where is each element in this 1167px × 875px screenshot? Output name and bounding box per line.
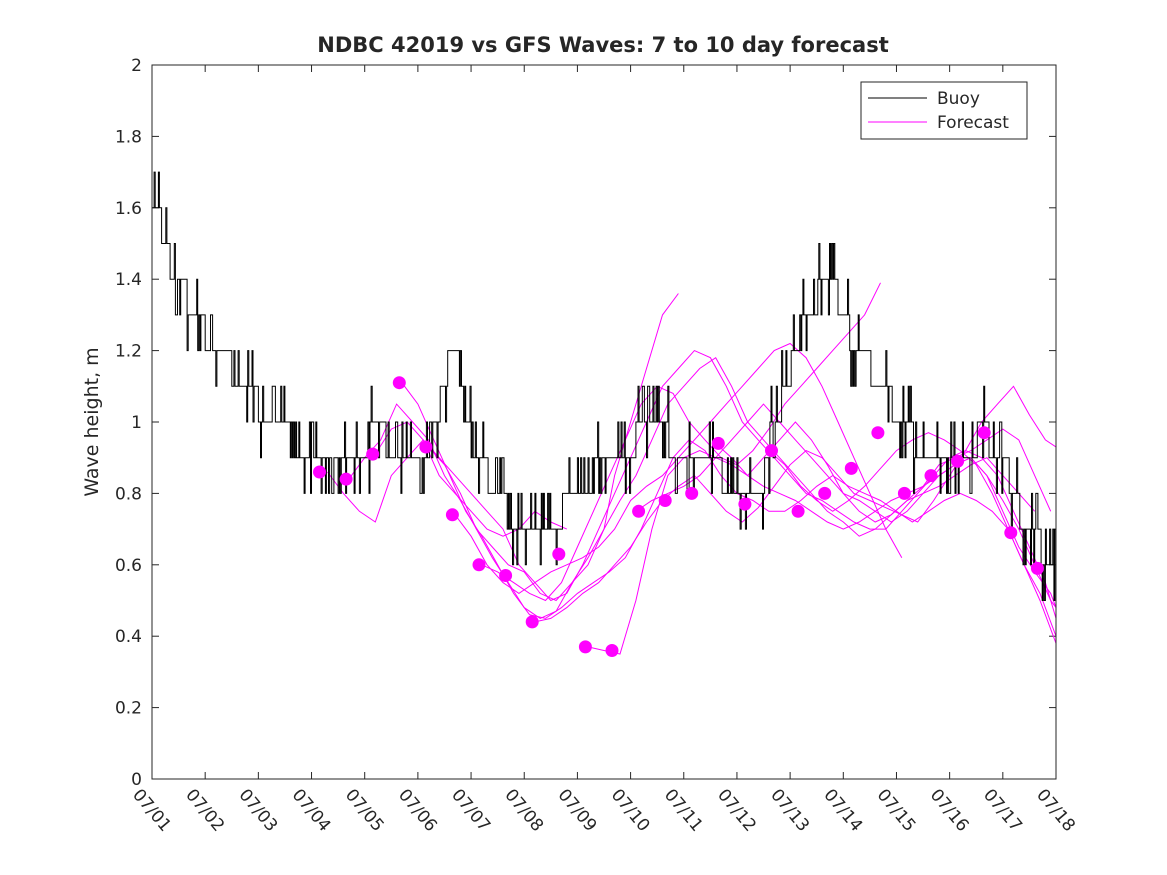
forecast-series-line bbox=[481, 282, 881, 602]
legend-box bbox=[860, 81, 1028, 140]
forecast-series-line bbox=[715, 443, 1056, 608]
forecast-marker bbox=[366, 447, 380, 461]
forecast-marker bbox=[1030, 561, 1044, 575]
forecast-marker bbox=[951, 454, 965, 468]
y-tick-label: 0.6 bbox=[115, 556, 142, 576]
forecast-marker bbox=[818, 486, 832, 500]
forecast-marker bbox=[605, 644, 619, 657]
forecast-series-line bbox=[534, 385, 1056, 623]
forecast-marker bbox=[552, 547, 566, 561]
chart-title: NDBC 42019 vs GFS Waves: 7 to 10 day for… bbox=[317, 33, 888, 57]
axes-frame bbox=[151, 64, 1057, 780]
forecast-marker bbox=[632, 504, 646, 518]
forecast-marker bbox=[844, 461, 858, 475]
y-tick-label: 2 bbox=[131, 56, 142, 76]
forecast-marker bbox=[738, 497, 752, 511]
forecast-marker bbox=[765, 444, 778, 458]
forecast-marker bbox=[499, 569, 513, 582]
forecast-marker bbox=[419, 440, 433, 454]
forecast-marker bbox=[445, 508, 459, 522]
forecast-marker bbox=[871, 426, 885, 440]
y-tick-label: 1.2 bbox=[115, 342, 142, 362]
y-tick-label: 0.2 bbox=[115, 699, 142, 719]
legend: Buoy Forecast bbox=[860, 81, 1028, 140]
y-tick-label: 1.4 bbox=[115, 270, 142, 290]
y-tick-label: 0.4 bbox=[115, 627, 142, 647]
forecast-marker bbox=[1004, 526, 1018, 540]
forecast-series-line bbox=[635, 403, 1056, 608]
y-tick-label: 0.8 bbox=[115, 484, 142, 504]
forecast-marker bbox=[685, 486, 699, 500]
forecast-marker bbox=[897, 486, 911, 500]
forecast-marker bbox=[791, 504, 805, 518]
forecast-series-line bbox=[401, 382, 1056, 637]
forecast-marker bbox=[711, 436, 725, 450]
y-axis-label: Wave height, m bbox=[81, 347, 103, 496]
forecast-series-line bbox=[327, 438, 568, 537]
forecast-marker bbox=[392, 376, 406, 390]
legend-forecast-label: Forecast bbox=[937, 113, 1009, 133]
forecast-marker bbox=[339, 472, 353, 486]
forecast-marker bbox=[658, 494, 672, 507]
forecast-marker bbox=[472, 558, 486, 572]
series-layer bbox=[152, 171, 1056, 657]
forecast-marker bbox=[924, 469, 938, 483]
legend-buoy-label: Buoy bbox=[937, 89, 980, 109]
forecast-marker bbox=[977, 426, 991, 440]
buoy-series-line bbox=[152, 171, 1056, 601]
forecast-marker bbox=[313, 465, 326, 479]
y-tick-label: 1.8 bbox=[115, 127, 142, 147]
y-tick-label: 1.6 bbox=[115, 199, 142, 219]
forecast-marker bbox=[525, 615, 539, 629]
y-tick-label: 0 bbox=[131, 770, 142, 790]
y-tick-label: 1 bbox=[131, 413, 142, 433]
forecast-marker bbox=[578, 640, 592, 654]
forecast-series-line bbox=[587, 421, 1036, 655]
